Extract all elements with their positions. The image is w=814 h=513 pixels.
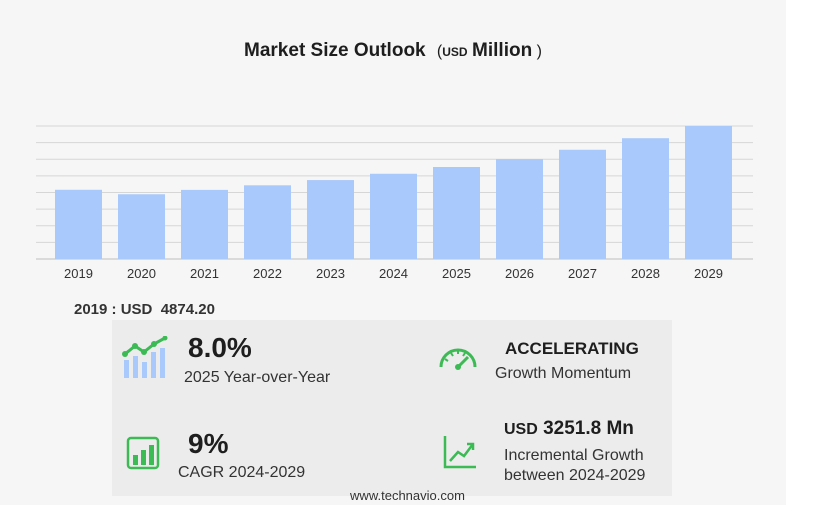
x-tick-label: 2027 xyxy=(568,266,597,281)
chart-bars xyxy=(55,126,732,259)
bar-2023 xyxy=(307,180,354,259)
trend-line-icon xyxy=(443,436,476,469)
x-tick-label: 2025 xyxy=(442,266,471,281)
bar-2026 xyxy=(496,159,543,259)
x-tick-label: 2024 xyxy=(379,266,408,281)
stats-panel xyxy=(112,320,672,496)
x-tick-label: 2026 xyxy=(505,266,534,281)
x-tick-label: 2028 xyxy=(631,266,660,281)
base-year-number: 4874.20 xyxy=(160,301,215,318)
x-tick-label: 2022 xyxy=(253,266,282,281)
incremental-value: USD 3251.8 Mn xyxy=(504,418,634,440)
x-tick-label: 2023 xyxy=(316,266,345,281)
bar-2019 xyxy=(55,189,102,259)
infographic-card: Market Size Outlook (USD Million ) 2019 2… xyxy=(0,40,786,503)
x-tick-label: 2019 xyxy=(64,266,93,281)
title-main: Market Size Outlook xyxy=(244,40,426,61)
speedometer-icon xyxy=(439,348,477,370)
bar-2021 xyxy=(181,189,228,259)
incremental-prefix: USD xyxy=(504,421,538,438)
title-unit-prefix: USD xyxy=(442,45,468,59)
cagr-value: 9% xyxy=(188,428,229,459)
bar-2028 xyxy=(622,138,669,259)
bar-2020 xyxy=(118,194,165,259)
bar-2027 xyxy=(559,149,606,259)
momentum-value: ACCELERATING xyxy=(505,339,639,358)
chart-title: Market Size Outlook (USD Million ) xyxy=(0,40,786,62)
bar-2022 xyxy=(244,185,291,259)
title-unit-word: Million xyxy=(472,40,533,61)
footer-url: www.technavio.com xyxy=(350,488,465,503)
cagr-label: CAGR 2024-2029 xyxy=(178,464,306,481)
bar-2029 xyxy=(685,126,732,259)
base-year-value: 2019 : USD 4874.20 xyxy=(74,301,215,318)
bar-2024 xyxy=(370,173,417,259)
momentum-label: Growth Momentum xyxy=(495,365,632,382)
bar-2025 xyxy=(433,166,480,259)
bar-chart-icon xyxy=(126,436,160,470)
incremental-number: 3251.8 Mn xyxy=(543,418,634,439)
title-unit: (USD Million ) xyxy=(436,40,542,61)
incremental-label-2: between 2024-2029 xyxy=(504,467,646,484)
bar-chart: 2019 2020 2021 2022 2023 2024 2025 2026 2027 2028… xyxy=(36,125,753,281)
incremental-label-1: Incremental Growth xyxy=(504,447,644,464)
base-year-label: 2019 : USD xyxy=(74,301,153,318)
x-tick-label: 2021 xyxy=(190,266,219,281)
x-tick-label: 2020 xyxy=(127,266,156,281)
yoy-label: 2025 Year-over-Year xyxy=(184,369,331,386)
growth-bars-icon xyxy=(122,336,168,378)
chart-x-ticks: 2019 2020 2021 2022 2023 2024 2025 2026 2027 2028… xyxy=(64,266,723,281)
yoy-value: 8.0% xyxy=(188,332,252,363)
x-tick-label: 2029 xyxy=(694,266,723,281)
